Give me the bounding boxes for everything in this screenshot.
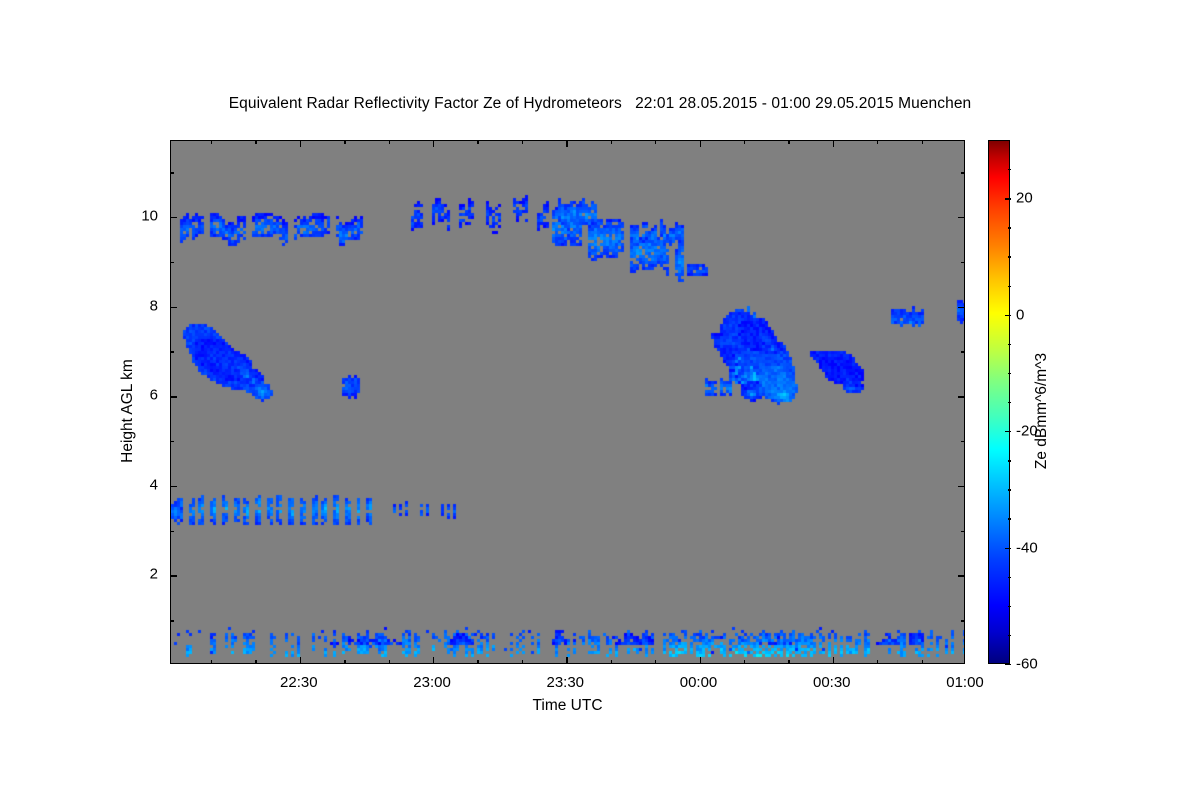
colorbar-tick-minor xyxy=(1007,605,1011,608)
y-tick-right-minor xyxy=(961,172,964,174)
x-tick-top-major xyxy=(299,141,302,147)
y-tick-right-major xyxy=(958,306,964,308)
x-tick-major xyxy=(299,657,302,663)
x-tick-major xyxy=(832,657,835,663)
x-tick-minor xyxy=(921,660,923,663)
x-tick-top-minor xyxy=(788,141,790,144)
colorbar-tick-label: -40 xyxy=(1016,539,1038,557)
x-tick-minor xyxy=(477,660,479,663)
colorbar-tick-major xyxy=(1005,314,1011,316)
colorbar-tick-minor xyxy=(1007,227,1011,229)
x-tick-minor xyxy=(877,660,879,663)
x-tick-top-major xyxy=(566,141,568,147)
x-tick-label: 22:30 xyxy=(280,674,318,691)
colorbar-tick-minor xyxy=(1007,576,1011,578)
colorbar-tick-minor xyxy=(1007,285,1011,287)
x-tick-top-minor xyxy=(255,141,257,144)
y-tick-major xyxy=(171,217,177,219)
colorbar-title: Ze dBmm^6/m^3 xyxy=(1033,352,1050,470)
y-tick-right-minor xyxy=(961,620,964,622)
x-tick-label: 00:00 xyxy=(679,674,718,691)
colorbar-tick-major xyxy=(1005,431,1011,433)
x-tick-label: 23:00 xyxy=(413,674,451,691)
x-tick-major xyxy=(699,657,701,663)
y-tick-major xyxy=(171,396,177,398)
chart-title: Equivalent Radar Reflectivity Factor Ze … xyxy=(228,95,972,112)
x-tick-minor xyxy=(388,660,390,663)
y-tick-minor xyxy=(171,261,174,264)
x-tick-top-minor xyxy=(521,141,524,144)
x-tick-top-minor xyxy=(921,141,923,144)
y-tick-label: 6 xyxy=(149,386,158,404)
y-tick-label: 2 xyxy=(149,565,158,583)
colorbar-tick-minor xyxy=(1007,634,1011,637)
x-tick-top-minor xyxy=(388,141,390,144)
x-tick-top-minor xyxy=(877,141,879,144)
x-tick-top-minor xyxy=(655,141,657,144)
y-tick-label: 8 xyxy=(149,297,158,315)
colorbar-tick-major xyxy=(1005,664,1011,666)
colorbar-tick-minor xyxy=(1007,256,1011,258)
colorbar-tick-minor xyxy=(1007,489,1011,491)
colorbar-tick-minor xyxy=(1007,518,1011,520)
x-tick-minor xyxy=(521,660,524,663)
reflectivity-heatmap-canvas xyxy=(171,141,964,663)
y-tick-right-minor xyxy=(961,441,964,443)
y-tick-label: 10 xyxy=(141,207,158,225)
x-tick-top-minor xyxy=(743,141,746,144)
colorbar[interactable] xyxy=(988,140,1011,666)
colorbar-tick-major xyxy=(1005,198,1011,200)
x-tick-major xyxy=(566,657,568,663)
x-tick-top-minor xyxy=(477,141,479,144)
x-axis-title: Time UTC xyxy=(532,697,603,714)
y-tick-right-major xyxy=(958,396,964,398)
x-tick-top-major xyxy=(699,141,701,147)
y-tick-minor xyxy=(171,172,174,174)
y-tick-minor xyxy=(171,620,174,622)
y-tick-right-major xyxy=(958,217,964,219)
y-tick-minor xyxy=(171,530,174,532)
y-tick-major xyxy=(171,485,177,488)
x-tick-minor xyxy=(610,660,612,663)
x-tick-major xyxy=(433,657,435,663)
x-tick-top-major xyxy=(832,141,835,147)
y-tick-right-major xyxy=(958,575,964,577)
x-tick-minor xyxy=(655,660,657,663)
colorbar-tick-label: -20 xyxy=(1016,422,1038,440)
x-tick-label: 01:00 xyxy=(946,674,984,691)
y-tick-right-minor xyxy=(961,261,964,264)
x-tick-top-major xyxy=(433,141,435,147)
x-tick-top-minor xyxy=(210,141,213,144)
x-tick-minor xyxy=(210,660,213,663)
colorbar-tick-label: -60 xyxy=(1016,655,1038,673)
x-tick-top-minor xyxy=(344,141,346,144)
x-tick-minor xyxy=(788,660,790,663)
x-tick-top-minor xyxy=(610,141,612,144)
y-tick-major xyxy=(171,575,177,577)
colorbar-tick-label: 0 xyxy=(1016,306,1025,324)
colorbar-tick-minor xyxy=(1007,460,1011,462)
y-tick-right-minor xyxy=(961,351,964,353)
x-tick-minor xyxy=(255,660,257,663)
x-tick-minor xyxy=(743,660,746,663)
x-tick-label: 00:30 xyxy=(812,674,851,691)
colorbar-tick-minor xyxy=(1007,372,1011,375)
y-tick-right-minor xyxy=(961,530,964,532)
y-tick-right-major xyxy=(958,485,964,488)
y-tick-minor xyxy=(171,351,174,353)
colorbar-tick-major xyxy=(1005,547,1011,549)
y-tick-minor xyxy=(171,441,174,443)
x-tick-label: 23:30 xyxy=(546,674,585,691)
y-axis-title: Height AGL km xyxy=(119,359,136,463)
y-tick-label: 4 xyxy=(149,476,158,494)
x-tick-minor xyxy=(344,660,346,663)
plot-area[interactable] xyxy=(170,140,965,664)
colorbar-tick-label: 20 xyxy=(1016,189,1033,207)
colorbar-tick-minor xyxy=(1007,402,1011,404)
y-tick-major xyxy=(171,306,177,308)
colorbar-tick-minor xyxy=(1007,169,1011,171)
colorbar-tick-minor xyxy=(1007,343,1011,346)
